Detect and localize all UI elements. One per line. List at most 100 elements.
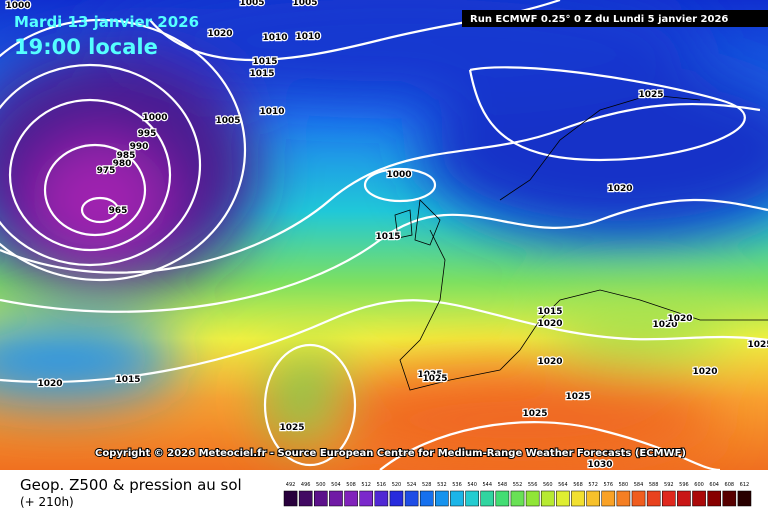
footer-title: Geop. Z500 & pression au sol: [20, 476, 242, 494]
scale-label: 560: [543, 482, 553, 488]
isobar-label: 1000: [142, 113, 167, 123]
isobar-label: 1020: [37, 379, 62, 389]
isobar-label: 1025: [747, 340, 768, 350]
scale-label: 544: [482, 482, 492, 488]
isobar-label: 1015: [375, 232, 400, 242]
scale-label: 564: [558, 482, 568, 488]
scale-swatch: [404, 490, 419, 507]
scale-label: 548: [498, 482, 508, 488]
scale-swatch: [435, 490, 449, 507]
isobar-label: 1000: [386, 170, 411, 180]
scale-label: 520: [392, 482, 402, 488]
isobar-label: 1010: [295, 32, 320, 42]
scale-swatch: [495, 490, 510, 507]
scale-label: 604: [709, 482, 719, 488]
isobar-label: 1020: [692, 367, 717, 377]
scale-label: 572: [588, 482, 598, 488]
isobar-label: 990: [130, 142, 149, 152]
date: Mardi 13 janvier 2026: [14, 13, 199, 31]
scale-swatch: [283, 490, 298, 507]
isobar-label: 1025: [638, 90, 663, 100]
isobar-label: 1015: [537, 307, 562, 317]
isobar-label: 1020: [537, 319, 562, 329]
scale-label: 552: [513, 482, 523, 488]
isobar-label: 1025: [522, 409, 547, 419]
isobar-label: 1020: [207, 29, 232, 39]
isobar-label: 1005: [239, 0, 264, 8]
isobar-label: 1020: [607, 184, 632, 194]
scale-label: 540: [467, 482, 477, 488]
isobar-label: 1010: [262, 33, 287, 43]
scale-label: 524: [407, 482, 417, 488]
scale-label: 568: [573, 482, 583, 488]
scale-swatch: [314, 490, 328, 507]
scale-swatch: [722, 490, 737, 507]
isobar-label: 1005: [292, 0, 317, 8]
scale-swatch: [525, 490, 540, 507]
isobar-label: 985: [117, 151, 136, 161]
scale-label: 508: [346, 482, 356, 488]
isobar-label: 1020: [537, 357, 562, 367]
scale-swatch: [329, 490, 343, 507]
scale-label: 512: [361, 482, 371, 488]
scale-swatch: [450, 490, 464, 507]
isobar-label: 1000: [5, 1, 30, 11]
scale-label: 500: [316, 482, 326, 488]
scale-swatch: [510, 490, 525, 507]
scale-swatch: [692, 490, 706, 507]
run-box: [462, 10, 768, 27]
scale-swatch: [298, 490, 313, 507]
isobar-label: 1015: [252, 57, 277, 67]
scale-swatch: [344, 490, 358, 507]
scale-label: 516: [377, 482, 387, 488]
isobar-label: 1025: [422, 374, 447, 384]
scale-swatch: [465, 490, 479, 507]
scale-swatch: [359, 490, 374, 507]
color-scale: 492 496 500 504 508 512 516 520 524 528 532 536 540 5…: [283, 482, 752, 507]
isobar-label: 1010: [259, 107, 284, 117]
time: 19:00 locale: [14, 35, 158, 59]
scale-label: 536: [452, 482, 462, 488]
scale-label: 588: [649, 482, 659, 488]
scale-swatch: [419, 490, 434, 507]
isobar-label: 1025: [565, 392, 590, 402]
scale-label: 580: [619, 482, 629, 488]
isobar-label: 1025: [417, 370, 442, 380]
scale-label: 584: [634, 482, 644, 488]
scale-label: 596: [679, 482, 689, 488]
scale-label: 576: [604, 482, 614, 488]
scale-label: 532: [437, 482, 447, 488]
isobar-label: 980: [113, 159, 132, 169]
scale-swatch: [631, 490, 646, 507]
scale-swatch: [571, 490, 585, 507]
scale-swatch: [374, 490, 389, 507]
scale-swatch: [586, 490, 600, 507]
isobar-label: 1020: [667, 314, 692, 324]
run-info: Run ECMWF 0.25° 0 Z du Lundi 5 janvier 2…: [470, 14, 728, 25]
coastlines: [394, 94, 768, 391]
scale-swatch: [677, 490, 691, 507]
copyright: Copyright © 2026 Meteociel.fr - Source E…: [95, 448, 686, 459]
scale-swatch: [661, 490, 676, 507]
footer-lead: (+ 210h): [20, 495, 74, 509]
scale-label: 612: [740, 482, 750, 488]
scale-label: 496: [301, 482, 311, 488]
scale-swatch: [737, 490, 752, 507]
isobar-labels: 1000 1005 1005 1020 1010 1010 1015 1015 1010 1005…: [4, 0, 768, 471]
scale-swatch: [646, 490, 661, 507]
scale-swatch: [601, 490, 616, 507]
scale-label: 608: [725, 482, 735, 488]
scale-label: 556: [528, 482, 538, 488]
scale-swatch: [707, 490, 721, 507]
isobar-label: 1015: [249, 69, 274, 79]
isobar-label: 1030: [587, 460, 612, 470]
isobar-label: 1020: [652, 320, 677, 330]
scale-swatch: [480, 490, 495, 507]
scale-label: 492: [286, 482, 296, 488]
isobar-label: 1015: [115, 375, 140, 385]
scale-swatch: [556, 490, 570, 507]
isobar-label: 975: [97, 166, 116, 176]
scale-label: 600: [694, 482, 704, 488]
scale-swatch: [540, 490, 555, 507]
